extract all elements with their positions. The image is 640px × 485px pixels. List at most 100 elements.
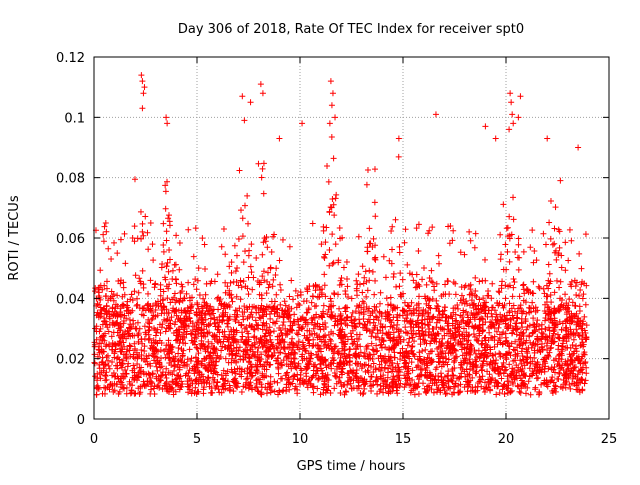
data-point [221,380,228,387]
data-point [401,299,408,306]
data-point [152,360,159,367]
data-point [131,377,138,384]
data-point [134,332,141,339]
data-point [204,377,211,384]
data-point [392,342,399,349]
data-point [573,321,580,328]
data-point [179,283,186,290]
data-point [326,120,333,127]
data-point [475,347,482,354]
data-point [504,325,511,332]
data-point [173,280,180,287]
data-point [368,340,375,347]
data-point [577,360,584,367]
data-point [304,384,311,391]
data-point [104,384,111,391]
data-point [419,348,426,354]
data-point [317,326,324,333]
data-point [497,339,504,346]
data-point [222,289,229,296]
data-point [240,259,247,266]
data-point [323,364,330,371]
data-point [289,327,296,334]
data-point [170,386,177,393]
data-point [401,360,408,367]
data-point [552,388,559,395]
data-point [466,356,473,363]
data-point [256,279,263,286]
data-point [152,332,159,339]
data-point [250,334,257,341]
data-point [314,334,321,341]
data-point [246,366,253,373]
chart-title: Day 306 of 2018, Rate Of TEC Index for r… [178,22,524,37]
data-point [339,365,346,372]
data-point [472,350,479,357]
data-point [295,331,302,338]
data-point [238,388,245,395]
data-point [244,192,251,199]
data-point [316,323,323,330]
data-point [195,357,202,364]
data-point [508,305,515,312]
data-point [492,316,499,323]
data-point [363,293,370,300]
data-point [342,317,349,324]
data-point [185,226,192,233]
data-point [230,278,237,285]
data-point [497,369,504,376]
data-point [403,330,410,337]
data-point [320,310,327,317]
data-point [294,371,301,378]
data-point [560,376,567,383]
data-point [457,249,464,256]
data-point [282,332,289,339]
data-point [386,346,393,353]
data-point [258,384,265,391]
data-point [508,340,515,347]
data-point [267,383,274,390]
data-point [265,353,272,360]
data-point [210,370,217,377]
data-point [404,365,411,372]
data-point [511,357,518,364]
data-point [283,384,290,391]
data-point [165,310,172,317]
data-point [218,389,225,396]
data-point [337,277,344,284]
data-point [297,381,304,388]
data-point [194,358,201,365]
data-point [224,378,231,385]
data-point [173,232,180,239]
data-point [321,374,328,381]
data-point [114,365,121,372]
data-point [514,375,521,382]
data-point [178,378,185,385]
data-point [162,188,169,195]
data-point [504,224,511,231]
data-point [442,291,449,298]
data-point [239,215,246,222]
data-point [411,338,418,345]
data-point [388,260,395,267]
data-point [344,370,351,377]
data-point [127,353,134,360]
data-point [137,368,144,375]
data-point [154,367,161,374]
data-point [427,373,434,380]
data-point [247,370,254,377]
data-point [449,343,456,350]
data-point [530,278,537,285]
data-point [160,241,167,248]
data-point [400,363,407,370]
data-point [356,302,363,309]
data-point [437,355,444,362]
data-point [479,362,486,369]
x-tick-label: 10 [292,432,309,447]
data-point [166,281,173,288]
data-point [507,90,514,97]
data-point [327,78,334,85]
data-point [352,316,359,323]
data-point [545,285,552,292]
data-point [366,351,373,358]
